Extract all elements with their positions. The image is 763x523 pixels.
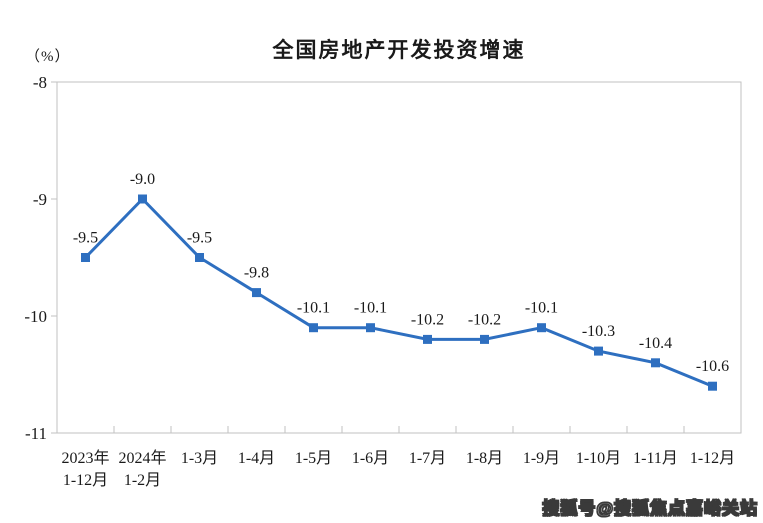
data-point-label: -10.2 bbox=[411, 311, 444, 328]
x-axis-category-label: 1-4月 bbox=[238, 450, 275, 467]
data-point-marker bbox=[651, 358, 660, 368]
data-point-marker bbox=[366, 323, 375, 333]
y-axis-tick-label: -9 bbox=[33, 190, 47, 209]
data-point-marker bbox=[138, 194, 147, 204]
x-axis-category-label: 1-10月 bbox=[576, 450, 621, 467]
x-axis-category-label: 1-9月 bbox=[523, 450, 560, 467]
y-axis-tick-label: -11 bbox=[25, 424, 47, 443]
data-point-label: -10.6 bbox=[696, 358, 729, 375]
chart-title: 全国房地产开发投资增速 bbox=[272, 39, 526, 62]
data-point-marker bbox=[309, 323, 318, 333]
data-point-label: -9.0 bbox=[130, 171, 155, 188]
x-axis-category-label: 2023年 bbox=[61, 449, 109, 467]
x-axis-category-label: 1-6月 bbox=[352, 450, 389, 467]
data-point-label: -10.2 bbox=[468, 311, 501, 328]
x-axis-category-label: 1-7月 bbox=[409, 450, 446, 467]
x-axis-category-label: 1-12月 bbox=[63, 472, 108, 489]
x-axis-category-label: 1-12月 bbox=[690, 450, 735, 467]
y-axis-unit-label: （%） bbox=[25, 49, 71, 65]
data-point-label: -10.3 bbox=[582, 323, 615, 340]
data-point-marker bbox=[594, 346, 603, 356]
data-point-marker bbox=[708, 381, 717, 391]
data-point-label: -10.4 bbox=[639, 335, 672, 352]
plot-border bbox=[56, 81, 742, 434]
x-axis-category-label: 1-2月 bbox=[124, 472, 161, 489]
data-point-label: -10.1 bbox=[525, 300, 558, 317]
data-point-marker bbox=[81, 253, 90, 262]
x-axis-category-label: 2024年 bbox=[118, 449, 166, 467]
data-point-label: -10.1 bbox=[354, 300, 387, 317]
data-point-label: -10.1 bbox=[297, 300, 330, 317]
data-point-label: -9.5 bbox=[73, 230, 98, 247]
x-axis-category-label: 1-5月 bbox=[295, 450, 332, 467]
data-point-marker bbox=[537, 323, 546, 333]
y-axis-tick-label: -10 bbox=[24, 307, 47, 326]
watermark: 搜狐号@搜狐焦点嘉峪关站 bbox=[542, 499, 758, 519]
data-point-marker bbox=[480, 334, 489, 344]
data-point-marker bbox=[423, 334, 432, 344]
x-axis-category-label: 1-8月 bbox=[466, 450, 503, 467]
series-line bbox=[84, 196, 714, 388]
x-axis-category-label: 1-3月 bbox=[181, 450, 218, 467]
data-point-label: -9.5 bbox=[187, 230, 212, 247]
data-point-label: -9.8 bbox=[244, 265, 269, 282]
x-axis-category-label: 1-11月 bbox=[633, 450, 678, 467]
y-axis-tick-label: -8 bbox=[33, 73, 47, 92]
data-point-marker bbox=[195, 253, 204, 262]
data-point-marker bbox=[252, 288, 261, 298]
